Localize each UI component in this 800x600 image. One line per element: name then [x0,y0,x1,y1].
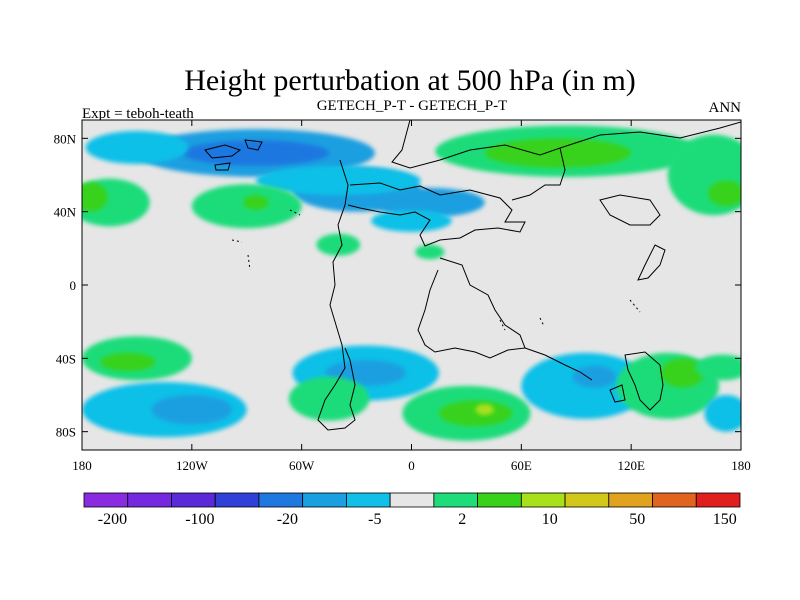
colorbar-swatch [433,492,479,508]
coastline-southern-peninsula [524,347,593,381]
map-plot-area [81,119,742,451]
colorbar-label: -200 [98,511,127,528]
colorbar-label: -5 [368,511,381,528]
colorbar-swatch [83,492,129,508]
coastline-southeast-coast [624,351,664,411]
colorbar-swatch [389,492,435,508]
contour-regions [82,125,741,441]
contour-region-32 [704,395,741,432]
x-axis-ticks: 180 120W 60W 0 60E 120E 180 [72,120,751,473]
contour-region-20 [151,395,233,425]
colorbar-swatch [477,492,522,508]
y-tick-label: 40N [54,205,77,220]
colorbar-label: -20 [277,511,298,528]
colorbar-swatch [520,492,566,508]
colorbar: -200 -100 -20 -5 2 10 50 150 [83,492,741,528]
subtitle-center: GETECH_P-T - GETECH_P-T [317,98,508,114]
colorbar-swatch [564,492,610,508]
x-tick-label: 180 [72,458,92,473]
coastline-south-island [609,384,626,403]
y-tick-label: 80S [56,425,76,440]
contour-region-3 [374,187,485,218]
x-tick-label: 60W [289,458,315,473]
contour-region-1 [182,140,330,166]
subtitle-left: Expt = teboh-teath [82,106,194,122]
colorbar-swatch [695,492,741,508]
colorbar-swatch [171,492,216,508]
colorbar-swatch [652,492,697,508]
contour-region-10 [708,180,741,207]
x-tick-label: 0 [408,458,415,473]
contour-region-31 [695,354,741,381]
chart-title: Height perturbation at 500 hPa (in m) [184,64,636,97]
contour-region-12 [82,182,108,212]
colorbar-swatch [302,492,347,508]
y-tick-label: 40S [56,351,76,366]
coastline-eastern-mass [559,121,741,149]
colorbar-label: 2 [458,511,466,528]
x-tick-label: 60E [511,458,532,473]
coastline-central-continent [391,120,566,201]
y-tick-label: 80N [54,131,77,146]
contour-region-14 [243,195,269,210]
contour-region-18 [100,352,156,372]
x-tick-label: 120W [176,458,209,473]
x-tick-label: 120E [617,458,645,473]
subtitle-right: ANN [709,100,742,116]
y-axis-ticks: 80N 40N 0 40S 80S [54,131,741,440]
coastline-polar-islands [204,139,263,171]
colorbar-label: 10 [542,511,558,528]
contour-region-11 [82,178,150,227]
contour-region-26 [475,404,494,416]
y-tick-label: 0 [70,278,77,293]
contour-region-15 [316,233,361,256]
contour-region-5 [371,209,452,232]
colorbar-swatch [258,492,304,508]
colorbar-label: -100 [185,511,214,528]
colorbar-label: 50 [629,511,645,528]
colorbar-swatch [345,492,391,508]
coastline-northern-continent [347,182,526,247]
coastline-equatorial-continent [417,257,526,359]
contour-region-16 [415,244,445,260]
colorbar-label: 150 [713,511,737,528]
contour-region-8 [484,138,632,168]
contour-region-30 [660,358,705,388]
contour-region-6 [85,131,189,164]
coastline-western-continent [317,159,356,431]
contour-region-25 [438,400,513,427]
coastline-small-dots [231,209,641,331]
x-tick-label: 180 [731,458,751,473]
contour-region-28 [572,365,617,388]
coastline-eastern-island [637,244,666,281]
contour-region-23 [288,376,370,421]
contour-region-9 [667,134,741,216]
coastlines [204,120,741,431]
colorbar-swatch [214,492,260,508]
colorbar-swatch [127,492,172,508]
contour-region-4 [255,165,421,196]
coastline-eastern-arc [599,194,661,226]
colorbar-swatch [608,492,653,508]
